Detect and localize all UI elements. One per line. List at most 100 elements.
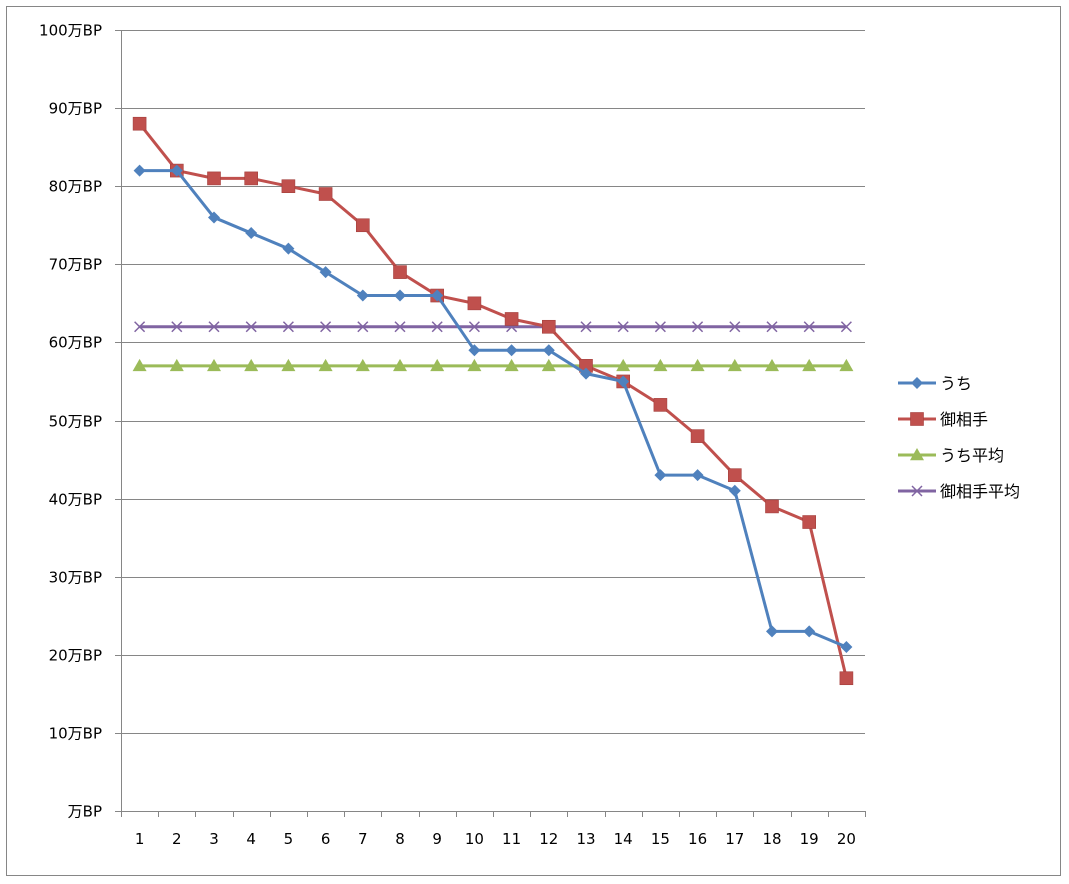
- x-tick-label: 2: [172, 830, 182, 848]
- y-tick-label: 50万BP: [49, 413, 102, 431]
- data-point: [839, 358, 854, 372]
- data-point: [394, 321, 406, 333]
- data-point: [281, 358, 296, 372]
- x-tick-label: 1: [135, 830, 145, 848]
- legend-item[interactable]: うち平均: [898, 446, 1004, 465]
- legend-item[interactable]: うち: [898, 374, 972, 393]
- x-tick-label: 12: [539, 830, 558, 848]
- data-point: [245, 321, 257, 333]
- x-tick-label: 18: [762, 830, 781, 848]
- data-point: [467, 296, 482, 311]
- series-4: [134, 321, 852, 333]
- data-point: [132, 358, 147, 372]
- data-point: [281, 179, 296, 193]
- data-point: [729, 321, 741, 333]
- y-tick-label: 20万BP: [49, 647, 102, 665]
- data-point: [727, 468, 742, 482]
- x-tick-label: 7: [358, 830, 368, 848]
- series: [132, 116, 854, 686]
- data-point: [653, 398, 668, 412]
- data-point: [541, 319, 556, 334]
- y-tick-label: 100万BP: [39, 22, 102, 40]
- data-point: [244, 171, 258, 186]
- legend-item[interactable]: 御相手平均: [898, 482, 1020, 501]
- data-point: [467, 358, 482, 372]
- data-point-stroke: [134, 321, 146, 333]
- gridlines: [121, 30, 865, 734]
- data-point: [431, 289, 444, 302]
- data-point-stroke: [282, 321, 294, 333]
- data-point: [692, 321, 704, 333]
- legend-marker: [910, 448, 924, 461]
- data-point: [171, 321, 183, 333]
- legend-marker: [911, 377, 923, 389]
- data-point: [690, 429, 705, 443]
- data-point: [468, 344, 481, 357]
- data-point: [839, 671, 854, 686]
- x-tick-label: 13: [576, 830, 595, 848]
- data-point-stroke: [617, 321, 629, 333]
- y-tick-label: 万BP: [68, 803, 102, 821]
- legend-label: 御相手平均: [940, 482, 1020, 501]
- series-line: [138, 122, 848, 679]
- y-tick-label: 30万BP: [49, 569, 102, 587]
- data-point: [617, 321, 629, 333]
- data-point-stroke: [766, 321, 778, 333]
- data-point: [765, 499, 779, 514]
- data-point: [541, 358, 556, 372]
- data-point: [616, 358, 631, 372]
- x-tick-label: 8: [395, 830, 405, 848]
- data-point: [690, 358, 705, 372]
- x-tick-label: 5: [284, 830, 294, 848]
- legend-marker: [911, 485, 923, 497]
- legend-label: うち: [940, 374, 972, 393]
- legend-label: うち平均: [940, 446, 1004, 465]
- data-point: [357, 321, 369, 333]
- x-tick-label: 6: [321, 830, 331, 848]
- data-point: [617, 375, 630, 388]
- data-point-stroke: [692, 321, 704, 333]
- x-tick-label: 3: [209, 830, 219, 848]
- x-tick-label: 19: [800, 830, 819, 848]
- data-point: [208, 211, 220, 224]
- data-point-stroke: [911, 485, 923, 497]
- x-tick-label: 15: [651, 830, 670, 848]
- data-point: [132, 116, 147, 131]
- series-1: [133, 164, 853, 653]
- data-point: [355, 358, 370, 372]
- x-tick-label: 4: [246, 830, 256, 848]
- data-point: [580, 367, 592, 380]
- x-tick-labels: 1 2 3 4 5 6 7 8 9 10 11 12 13 14 15 16 17 18 19 20: [135, 830, 856, 848]
- y-tick-label: 80万BP: [49, 178, 102, 196]
- data-point: [430, 358, 445, 372]
- data-point-stroke: [468, 321, 480, 333]
- data-point: [207, 358, 221, 372]
- data-point: [318, 358, 333, 372]
- x-tick-label: 14: [614, 830, 633, 848]
- data-point: [356, 289, 369, 302]
- data-point: [169, 358, 184, 372]
- data-point-stroke: [357, 321, 369, 333]
- data-point: [207, 171, 221, 186]
- data-point: [654, 469, 667, 482]
- data-point-stroke: [208, 321, 220, 333]
- data-point: [654, 321, 666, 333]
- y-tick-label: 40万BP: [49, 491, 102, 509]
- data-point: [393, 265, 407, 279]
- data-point: [803, 321, 815, 333]
- data-point: [727, 358, 742, 372]
- data-point: [728, 484, 741, 497]
- chart-frame: [6, 6, 1061, 876]
- data-point-stroke: [320, 321, 332, 333]
- data-point: [394, 289, 406, 302]
- data-point-stroke: [245, 321, 257, 333]
- x-tick-label: 20: [837, 830, 856, 848]
- x-tick-label: 10: [465, 830, 484, 848]
- series-2: [132, 116, 854, 686]
- legend-item[interactable]: 御相手: [898, 410, 988, 429]
- x-tick-label: 11: [502, 830, 521, 848]
- data-point: [802, 358, 817, 372]
- data-point: [766, 625, 778, 638]
